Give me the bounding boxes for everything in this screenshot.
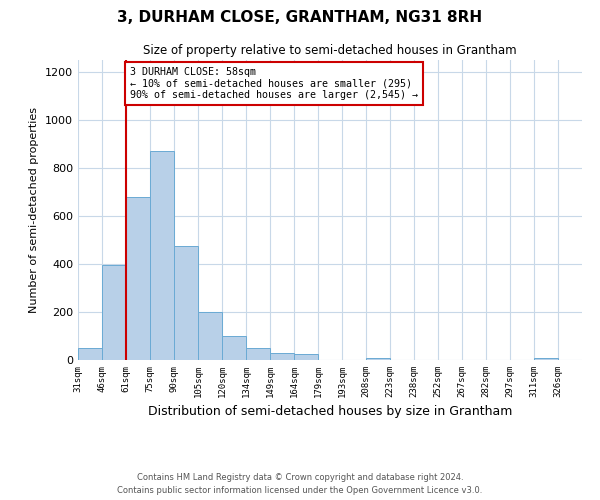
Text: 3, DURHAM CLOSE, GRANTHAM, NG31 8RH: 3, DURHAM CLOSE, GRANTHAM, NG31 8RH (118, 10, 482, 25)
X-axis label: Distribution of semi-detached houses by size in Grantham: Distribution of semi-detached houses by … (148, 406, 512, 418)
Bar (534, 358, 558, 360)
Bar (222, 336, 246, 360)
Bar (126, 197, 150, 360)
Bar (102, 265, 126, 360)
Text: 3 DURHAM CLOSE: 58sqm
← 10% of semi-detached houses are smaller (295)
90% of sem: 3 DURHAM CLOSE: 58sqm ← 10% of semi-deta… (130, 67, 418, 100)
Bar (270, 353, 294, 360)
Text: Contains HM Land Registry data © Crown copyright and database right 2024.
Contai: Contains HM Land Registry data © Crown c… (118, 474, 482, 495)
Bar (78, 348, 102, 360)
Bar (198, 312, 222, 360)
Bar (366, 358, 390, 360)
Bar (294, 354, 318, 360)
Title: Size of property relative to semi-detached houses in Grantham: Size of property relative to semi-detach… (143, 44, 517, 58)
Bar (150, 151, 174, 360)
Bar (174, 246, 198, 360)
Y-axis label: Number of semi-detached properties: Number of semi-detached properties (29, 107, 40, 313)
Bar (246, 348, 270, 360)
